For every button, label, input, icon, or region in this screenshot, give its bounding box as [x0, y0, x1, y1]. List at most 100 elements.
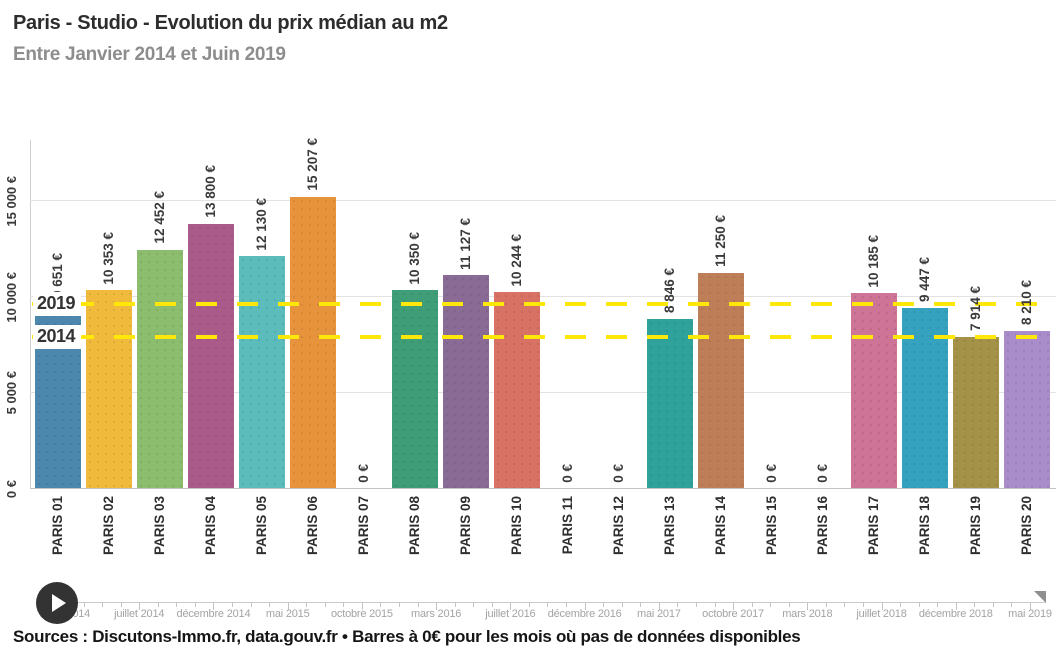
x-tick-label-wrap: PARIS 11	[542, 496, 593, 554]
timeline-tick	[269, 603, 271, 607]
x-tick-label-wrap: PARIS 01	[32, 496, 83, 555]
timeline-tick	[306, 603, 308, 607]
timeline-tick	[324, 603, 326, 607]
bar-value-label: 15 207 €	[305, 138, 320, 192]
bar-paris-09[interactable]	[442, 275, 489, 489]
bar-value-label-wrap: 10 350 €	[389, 232, 440, 285]
timeline-tick	[287, 603, 289, 610]
timeline-tick	[844, 603, 846, 607]
bar-value-label: 10 185 €	[866, 234, 881, 288]
y-tick-label: 0 €	[4, 479, 19, 499]
bar-value-label-wrap: 0 €	[593, 464, 644, 483]
gridline-10000	[30, 296, 1056, 297]
x-tick-label: PARIS 04	[203, 496, 218, 556]
bar-paris-10[interactable]	[493, 292, 540, 489]
bar-value-label-wrap: 12 130 €	[236, 198, 287, 251]
y-tick-label: 5 000 €	[4, 371, 19, 415]
timeline-tick	[213, 603, 215, 610]
timeline-tick	[473, 603, 475, 607]
timeline-tick	[510, 603, 512, 610]
bar-value-label-wrap: 10 185 €	[848, 235, 899, 288]
play-button[interactable]	[36, 582, 78, 624]
bar-paris-17[interactable]	[850, 293, 897, 489]
bar-paris-06[interactable]	[289, 197, 336, 489]
timeline-tick	[881, 603, 883, 610]
bar-paris-14[interactable]	[697, 273, 744, 489]
timeline-tick	[157, 603, 159, 607]
bar-value-label-wrap: 11 250 €	[695, 215, 746, 267]
page-title: Paris - Studio - Evolution du prix média…	[13, 12, 448, 34]
bar-value-label-wrap: 0 €	[338, 464, 389, 483]
bar-value-label: 0 €	[560, 464, 575, 483]
timeline-handle-icon[interactable]	[1034, 591, 1046, 603]
bar-value-label: 0 €	[815, 464, 830, 483]
timeline-tick	[714, 603, 716, 607]
bar-paris-02[interactable]	[85, 290, 132, 489]
x-tick-label-wrap: PARIS 06	[287, 496, 338, 555]
play-icon	[52, 594, 66, 612]
x-tick-label-wrap: PARIS 20	[1001, 496, 1052, 555]
x-tick-label: PARIS 11	[560, 496, 575, 555]
timeline-label: mai 2017	[637, 608, 681, 620]
timeline-tick	[955, 603, 957, 610]
timeline-tick	[120, 603, 122, 607]
timeline-tick	[491, 603, 493, 607]
timeline-tick	[1011, 603, 1013, 607]
bar-paris-19[interactable]	[952, 337, 999, 489]
timeline-tick	[176, 603, 178, 607]
x-tick-label: PARIS 18	[917, 496, 932, 556]
bar-value-label-wrap: 15 207 €	[287, 138, 338, 191]
bar-paris-08[interactable]	[391, 290, 438, 489]
timeline-tick	[528, 603, 530, 607]
x-tick-label: PARIS 07	[356, 496, 371, 556]
x-tick-label: PARIS 05	[254, 496, 269, 556]
x-tick-label: PARIS 13	[662, 496, 677, 556]
timeline-tick	[139, 603, 141, 610]
timeline-tick	[1029, 603, 1031, 610]
timeline-tick	[361, 603, 363, 610]
timeline-tick	[992, 603, 994, 607]
bar-paris-04[interactable]	[187, 224, 234, 489]
timeline-tick	[733, 603, 735, 610]
bar-paris-05[interactable]	[238, 256, 285, 489]
x-tick-label-wrap: PARIS 03	[134, 496, 185, 555]
timeline-tick	[751, 603, 753, 607]
timeline-tick	[83, 603, 85, 607]
gridline-5000	[30, 392, 1056, 393]
x-tick-label-wrap: PARIS 08	[389, 496, 440, 555]
timeline-tick	[380, 603, 382, 607]
bar-value-label: 12 130 €	[254, 197, 269, 251]
bar-value-label: 11 250 €	[713, 215, 728, 267]
bar-value-label-wrap: 8 846 €	[644, 268, 695, 313]
x-tick-label-wrap: PARIS 13	[644, 496, 695, 555]
x-tick-label: PARIS 08	[407, 496, 422, 556]
bar-paris-03[interactable]	[136, 249, 183, 489]
timeline-label: juillet 2018	[856, 608, 907, 620]
reference-label-2019: 2019	[33, 291, 82, 316]
x-axis-labels: PARIS 01 PARIS 02 PARIS 03 PARIS 04 PARIS 05…	[32, 496, 1052, 566]
timeline-tick	[900, 603, 902, 607]
x-tick-label: PARIS 01	[50, 496, 65, 556]
bar-paris-20[interactable]	[1003, 331, 1050, 489]
x-tick-label-wrap: PARIS 18	[899, 496, 950, 555]
timeline-label: mars 2018	[782, 608, 833, 620]
bar-paris-13[interactable]	[646, 319, 693, 489]
timeline-tick	[417, 603, 419, 607]
bar-value-label: 9 447 €	[917, 256, 932, 302]
timeline-tick	[937, 603, 939, 607]
timeline-tick	[974, 603, 976, 607]
timeline-track[interactable]	[74, 602, 1046, 603]
bar-value-label: 10 353 €	[101, 231, 116, 285]
bar-value-label-wrap: 0 €	[542, 464, 593, 483]
x-tick-label: PARIS 03	[152, 496, 167, 556]
y-axis-line	[30, 140, 31, 489]
timeline-tick	[584, 603, 586, 610]
timeline-tick	[250, 603, 252, 607]
x-tick-label-wrap: PARIS 14	[695, 496, 746, 555]
timeline-tick	[825, 603, 827, 607]
bar-value-label-wrap: 0 €	[797, 464, 848, 483]
bar-value-label: 10 350 €	[407, 231, 422, 285]
timeline-tick	[194, 603, 196, 607]
